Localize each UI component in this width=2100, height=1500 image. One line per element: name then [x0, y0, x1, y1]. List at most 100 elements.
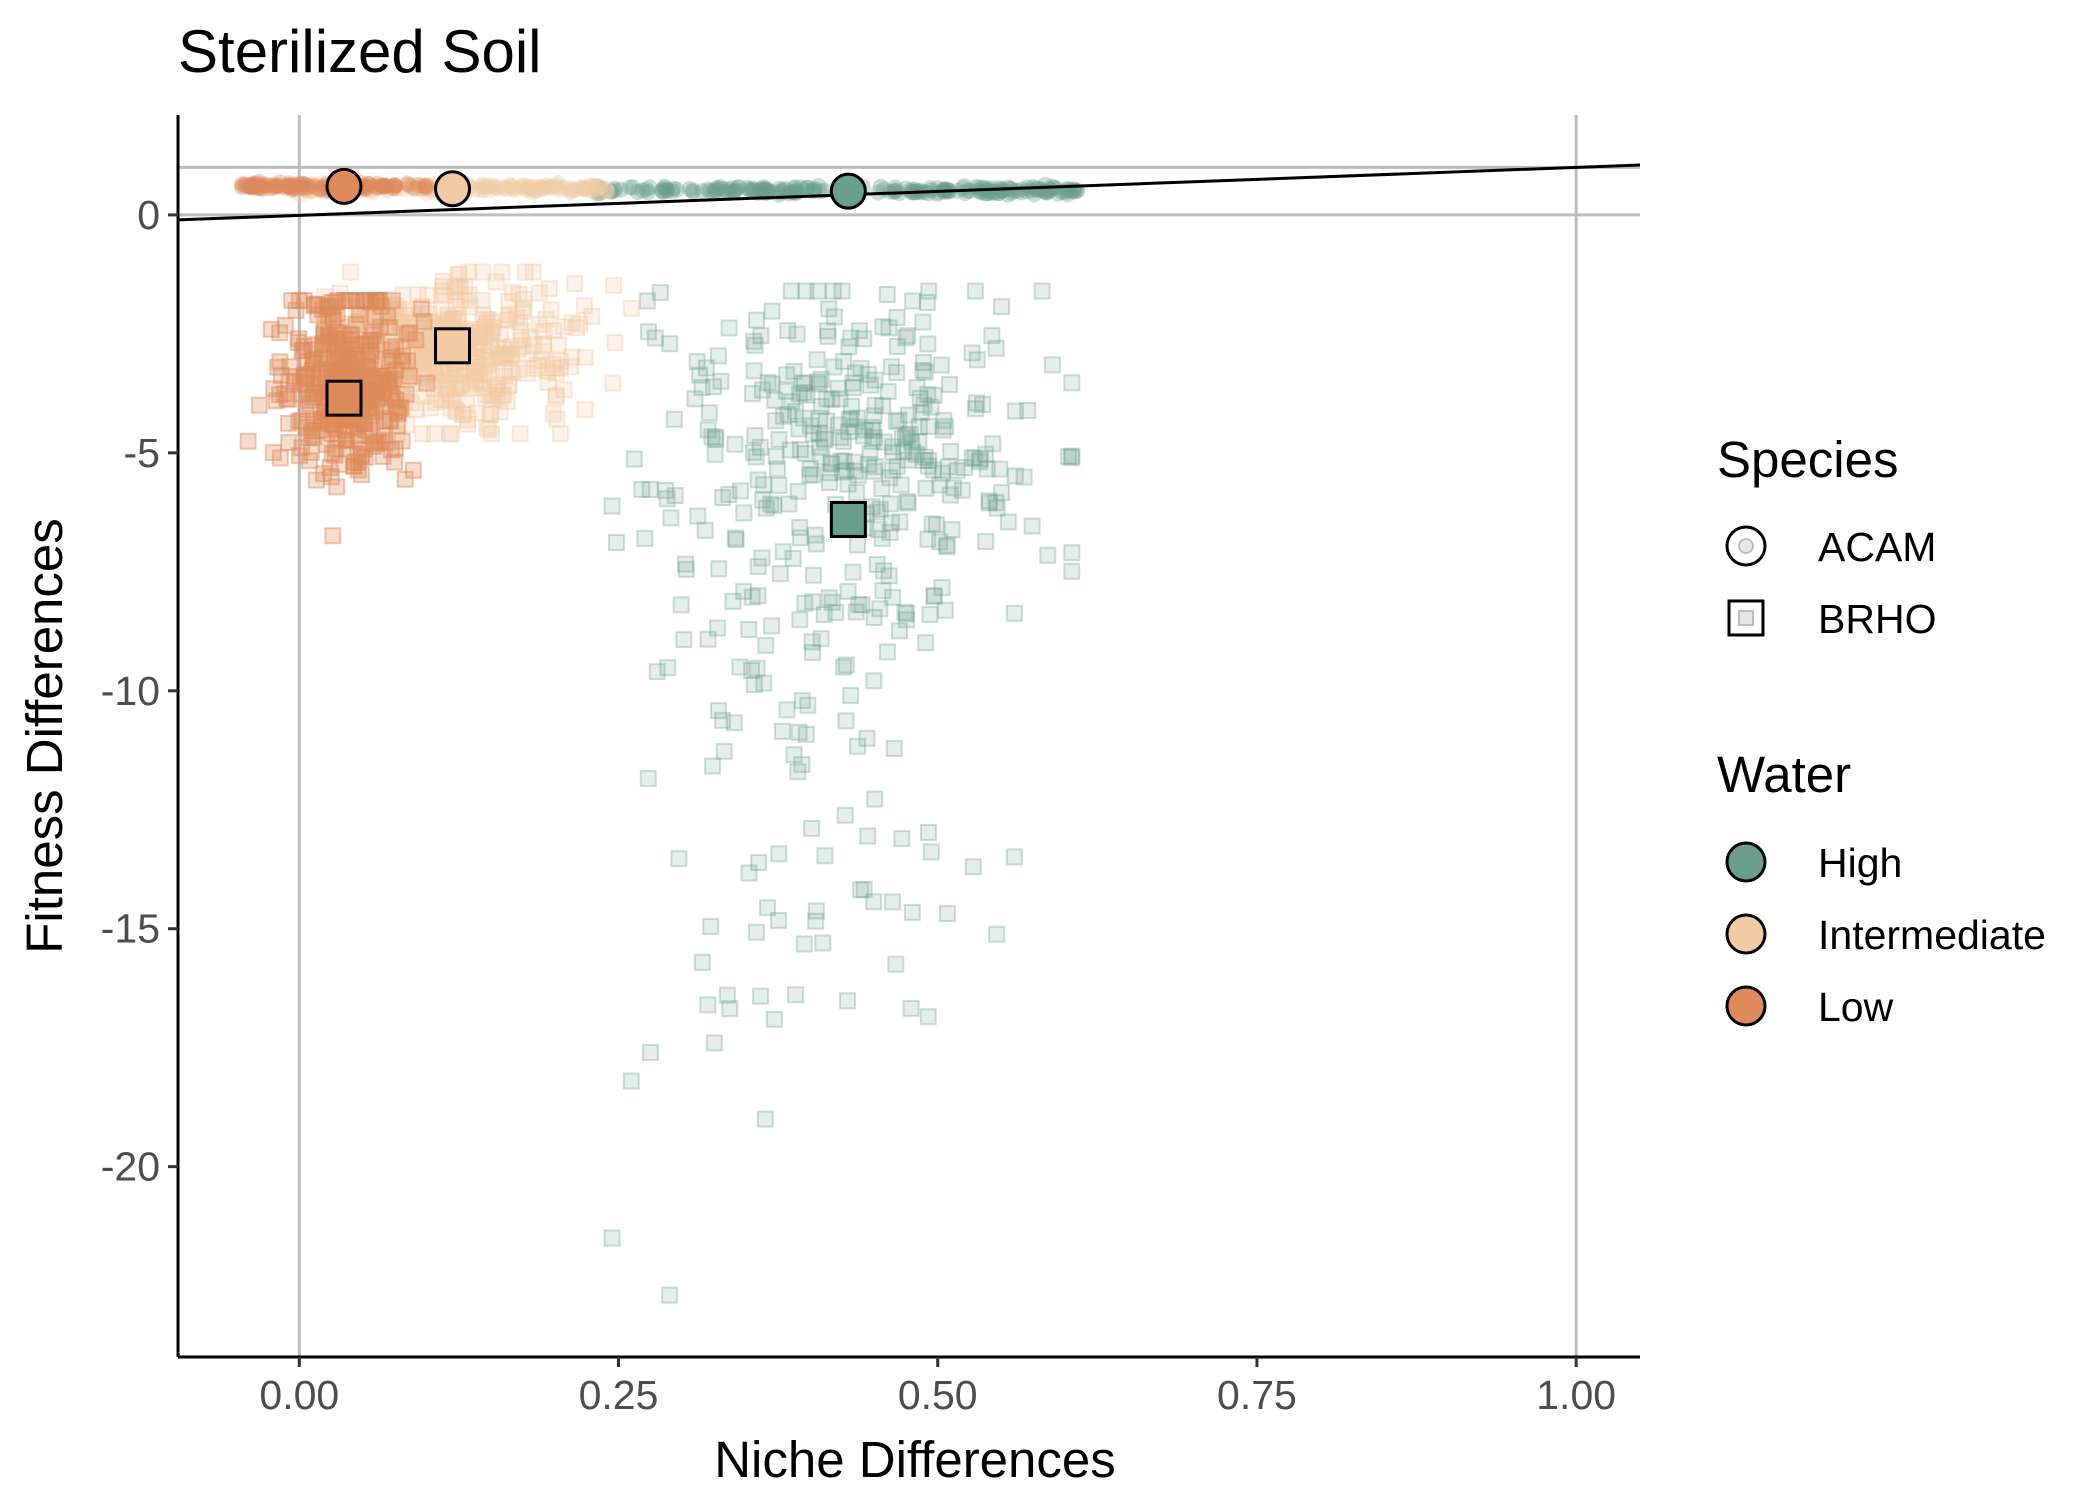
- point-brho-high: [625, 450, 643, 468]
- point-acam-low: [297, 176, 314, 193]
- point-brho-high: [1063, 374, 1081, 392]
- point-brho-intermediate: [338, 320, 356, 338]
- point-brho-high: [677, 555, 695, 573]
- point-brho-high: [767, 412, 785, 430]
- point-brho-high: [753, 549, 771, 567]
- point-acam-high: [928, 185, 945, 202]
- point-brho-low: [372, 318, 390, 336]
- y-tick-label: -10: [101, 668, 160, 714]
- point-brho-low: [269, 358, 287, 376]
- point-brho-low: [271, 324, 289, 342]
- point-brho-high: [834, 432, 852, 450]
- point-brho-low: [328, 478, 346, 496]
- point-brho-intermediate: [500, 310, 518, 328]
- point-acam-high: [684, 182, 701, 199]
- point-brho-low: [350, 306, 368, 324]
- point-brho-low: [367, 382, 385, 400]
- point-brho-intermediate: [374, 305, 392, 323]
- point-brho-intermediate: [353, 354, 371, 372]
- point-brho-high: [924, 461, 942, 479]
- point-brho-low: [355, 414, 373, 432]
- point-brho-high: [686, 390, 704, 408]
- point-brho-high: [864, 432, 882, 450]
- point-acam-intermediate: [311, 175, 328, 192]
- point-brho-intermediate: [537, 310, 555, 328]
- point-brho-high: [715, 742, 733, 760]
- point-brho-intermediate: [475, 318, 493, 336]
- point-acam-intermediate: [552, 181, 569, 198]
- point-acam-high: [730, 179, 747, 196]
- point-acam-intermediate: [378, 180, 395, 197]
- point-brho-high: [658, 490, 676, 508]
- point-brho-intermediate: [500, 292, 518, 310]
- point-acam-high: [727, 182, 744, 199]
- point-acam-intermediate: [421, 181, 438, 198]
- point-brho-high: [835, 352, 853, 370]
- point-brho-high: [921, 605, 939, 623]
- point-brho-low: [329, 335, 347, 353]
- point-acam-high: [887, 183, 904, 200]
- point-acam-low: [369, 175, 386, 192]
- legend-title-species: Species: [1717, 431, 1898, 488]
- point-acam-intermediate: [309, 179, 326, 196]
- point-brho-high: [638, 292, 656, 310]
- point-acam-high: [641, 179, 658, 196]
- point-acam-low: [251, 180, 268, 197]
- point-acam-intermediate: [295, 179, 312, 196]
- point-brho-high: [963, 449, 981, 467]
- point-brho-low: [345, 457, 363, 475]
- point-brho-intermediate: [459, 411, 477, 429]
- point-brho-high: [903, 903, 921, 921]
- point-acam-intermediate: [364, 178, 381, 195]
- point-brho-intermediate: [360, 310, 378, 328]
- point-acam-intermediate: [360, 181, 377, 198]
- point-brho-high: [919, 335, 937, 353]
- point-brho-high: [920, 451, 938, 469]
- point-brho-intermediate: [503, 284, 521, 302]
- point-brho-intermediate: [437, 391, 455, 409]
- point-acam-intermediate: [296, 179, 313, 196]
- point-acam-intermediate: [582, 177, 599, 194]
- point-brho-intermediate: [446, 379, 464, 397]
- point-acam-intermediate: [533, 181, 550, 198]
- point-brho-intermediate: [416, 349, 434, 367]
- point-brho-low: [356, 440, 374, 458]
- point-acam-intermediate: [542, 179, 559, 196]
- point-brho-low: [293, 439, 311, 457]
- point-brho-intermediate: [439, 381, 457, 399]
- point-brho-intermediate: [395, 340, 413, 358]
- point-brho-low: [336, 421, 354, 439]
- point-brho-low: [383, 389, 401, 407]
- point-acam-high: [994, 182, 1011, 199]
- point-brho-intermediate: [473, 291, 491, 309]
- point-brho-intermediate: [489, 338, 507, 356]
- point-brho-intermediate: [525, 336, 543, 354]
- point-brho-intermediate: [338, 347, 356, 365]
- point-acam-intermediate: [577, 180, 594, 197]
- point-brho-intermediate: [419, 349, 437, 367]
- point-brho-intermediate: [316, 354, 334, 372]
- point-acam-intermediate: [550, 175, 567, 192]
- legend-key-intermediate-circle: [1725, 913, 1767, 955]
- point-brho-intermediate: [415, 354, 433, 372]
- point-acam-high: [612, 181, 629, 198]
- point-brho-high: [939, 458, 957, 476]
- point-brho-intermediate: [567, 319, 585, 337]
- point-brho-intermediate: [451, 291, 469, 309]
- point-brho-high: [919, 457, 937, 475]
- point-brho-high: [888, 457, 906, 475]
- point-brho-low: [393, 432, 411, 450]
- point-brho-intermediate: [399, 353, 417, 371]
- point-acam-high: [720, 181, 737, 198]
- point-acam-intermediate: [475, 182, 492, 199]
- point-brho-low: [404, 461, 422, 479]
- point-acam-intermediate: [524, 184, 541, 201]
- point-brho-low: [387, 361, 405, 379]
- point-brho-low: [389, 405, 407, 423]
- point-brho-high: [898, 493, 916, 511]
- point-brho-low: [337, 354, 355, 372]
- point-acam-low: [293, 178, 310, 195]
- point-acam-low: [245, 177, 262, 194]
- point-brho-low: [374, 448, 392, 466]
- point-brho-intermediate: [477, 310, 495, 328]
